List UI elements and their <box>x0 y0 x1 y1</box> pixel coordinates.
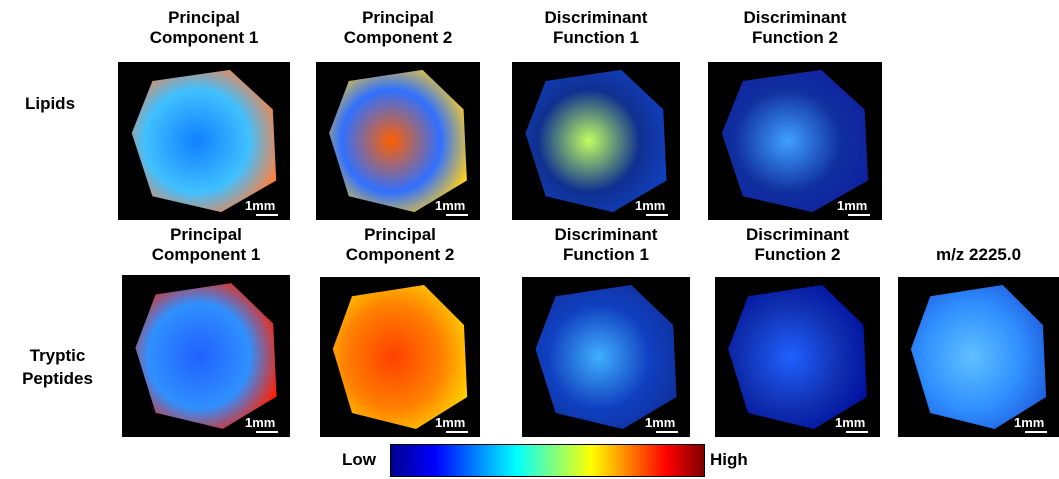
panel-title: m/z 2225.0 <box>878 245 1059 265</box>
title-line: Principal <box>170 225 242 244</box>
panel-title: Discriminant Function 1 <box>502 225 710 265</box>
panel-title: Discriminant Function 2 <box>695 225 900 265</box>
tissue-map <box>131 69 277 213</box>
title-line: Discriminant <box>544 8 648 27</box>
scale-bar <box>1025 431 1047 433</box>
tissue-map <box>910 285 1047 429</box>
title-line: Function 1 <box>553 28 639 47</box>
scale-label: 1mm <box>635 198 666 213</box>
row-label: Tryptic Peptides <box>22 346 93 388</box>
tissue-map <box>535 285 677 429</box>
title-line: Principal <box>168 8 240 27</box>
tissue <box>728 285 867 429</box>
colorbar-high: High <box>710 450 748 469</box>
row-label: Lipids <box>24 94 76 113</box>
scale-label: 1mm <box>837 198 868 213</box>
tissue-map <box>135 283 277 429</box>
image-panel <box>316 62 480 220</box>
colorbar-low: Low <box>342 450 376 469</box>
image-panel <box>320 277 480 437</box>
scale-label: 1mm <box>1014 415 1045 430</box>
title-line: Component 1 <box>149 28 259 47</box>
scale-bar <box>646 214 668 216</box>
title-line: Component 2 <box>343 28 453 47</box>
title-line: Principal <box>364 225 436 244</box>
title-line: Discriminant <box>554 225 658 244</box>
panel-title: Discriminant Function 1 <box>492 8 700 48</box>
title-line: Component 1 <box>151 245 261 264</box>
image-panel <box>512 62 680 220</box>
panel-title: Principal Component 1 <box>102 225 310 265</box>
image-panel <box>715 277 880 437</box>
tissue <box>329 69 467 213</box>
scale-bar <box>848 214 870 216</box>
tissue <box>910 285 1047 429</box>
scale-label: 1mm <box>435 415 466 430</box>
image-panel <box>118 62 290 220</box>
title-line: Discriminant <box>746 225 849 244</box>
title-line: Component 2 <box>345 245 455 264</box>
panel-title: Discriminant Function 2 <box>688 8 902 48</box>
title-line: Function 2 <box>752 28 838 47</box>
image-panel <box>522 277 690 437</box>
title-line: Discriminant <box>743 8 847 27</box>
title-line: Principal <box>362 8 434 27</box>
title-line: Function 1 <box>563 245 649 264</box>
tissue-map <box>728 285 867 429</box>
scale-bar <box>846 431 868 433</box>
tissue <box>525 69 667 213</box>
scale-label: 1mm <box>435 198 466 213</box>
colorbar <box>390 444 705 477</box>
image-panel <box>122 275 290 437</box>
scale-label: 1mm <box>645 415 676 430</box>
image-panel <box>708 62 882 220</box>
tissue-map <box>525 69 667 213</box>
tissue <box>131 69 277 213</box>
scale-label: 1mm <box>245 415 276 430</box>
tissue-map <box>332 285 468 429</box>
tissue-map <box>721 69 869 213</box>
scale-label: 1mm <box>835 415 866 430</box>
tissue-map <box>329 69 467 213</box>
tissue <box>332 285 468 429</box>
scale-bar <box>656 431 678 433</box>
panel-title: Principal Component 2 <box>300 225 500 265</box>
scale-label: 1mm <box>245 198 276 213</box>
title-line: Function 2 <box>754 245 841 264</box>
tissue <box>721 69 869 213</box>
scale-bar <box>256 214 278 216</box>
scale-bar <box>446 431 468 433</box>
panel-title: Principal Component 1 <box>98 8 310 48</box>
title-line: m/z 2225.0 <box>935 245 1022 264</box>
scale-bar <box>256 431 278 433</box>
scale-bar <box>446 214 468 216</box>
image-panel <box>898 277 1059 437</box>
tissue <box>135 283 277 429</box>
panel-title: Principal Component 2 <box>296 8 500 48</box>
tissue <box>535 285 677 429</box>
